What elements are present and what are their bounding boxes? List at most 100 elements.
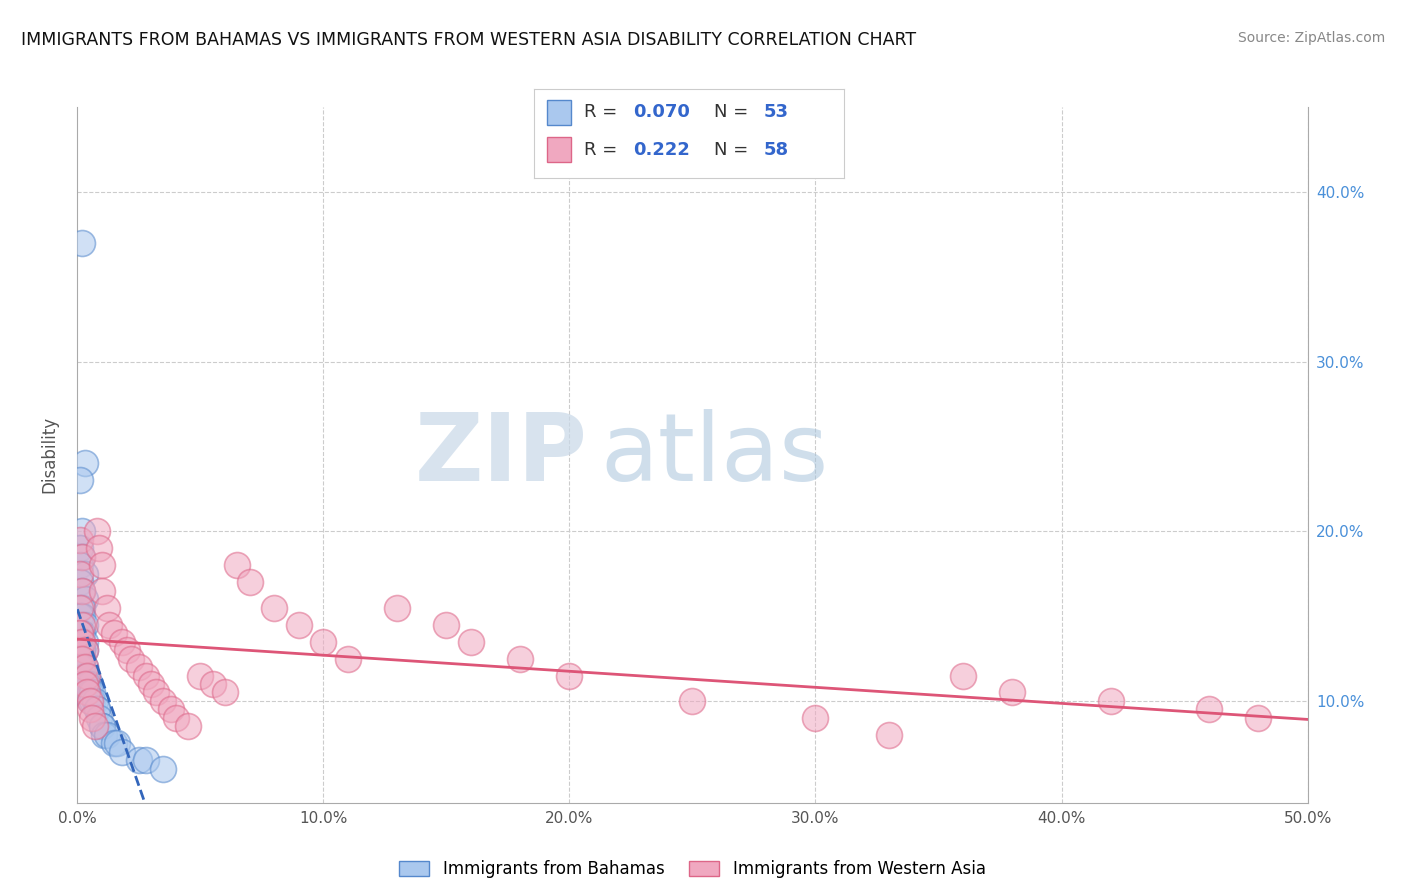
Point (90, 719, 114, 733)
Point (70, 626, 93, 640)
Point (73, 643, 96, 657)
Point (89, 541, 111, 556)
Point (879, 728, 901, 742)
Point (73, 634, 96, 648)
Point (70, 660, 93, 674)
Point (1198, 702, 1220, 716)
Point (70, 600, 93, 615)
Point (79, 694, 101, 708)
Point (73, 660, 96, 674)
Point (73, 643, 96, 657)
Point (135, 668, 157, 682)
Point (69, 651, 91, 665)
Point (214, 685, 236, 699)
Point (69, 643, 91, 657)
Point (86, 702, 108, 716)
Point (128, 753, 150, 767)
Point (436, 617, 458, 632)
Point (70, 651, 93, 665)
Point (83, 694, 105, 708)
Point (312, 634, 335, 648)
Point (86, 702, 108, 716)
FancyBboxPatch shape (547, 137, 571, 162)
Point (111, 745, 132, 759)
Text: Source: ZipAtlas.com: Source: ZipAtlas.com (1237, 31, 1385, 45)
Point (70, 549, 93, 564)
Point (82, 685, 104, 699)
Point (70, 617, 93, 632)
Point (89, 711, 111, 725)
Text: ZIP: ZIP (415, 409, 588, 501)
Point (239, 575, 262, 590)
Point (70, 643, 93, 657)
Point (86, 524, 108, 539)
Point (558, 668, 581, 682)
Point (76, 668, 98, 682)
Point (103, 736, 125, 750)
Point (96, 600, 118, 615)
Point (135, 753, 157, 767)
Point (1247, 711, 1270, 725)
Point (152, 762, 174, 776)
Point (73, 457, 96, 471)
Point (82, 694, 104, 708)
Text: N =: N = (714, 103, 754, 121)
Point (69, 575, 91, 590)
Point (90, 558, 114, 573)
Point (73, 668, 96, 682)
Point (201, 677, 224, 691)
Text: R =: R = (583, 103, 623, 121)
Point (69, 660, 91, 674)
Point (70, 549, 93, 564)
Text: 0.070: 0.070 (633, 103, 690, 121)
Point (69, 626, 91, 640)
Point (177, 719, 200, 733)
Point (1001, 685, 1024, 699)
Legend: Immigrants from Bahamas, Immigrants from Western Asia: Immigrants from Bahamas, Immigrants from… (392, 854, 993, 885)
Point (682, 694, 704, 708)
Text: R =: R = (583, 141, 628, 159)
Point (79, 677, 101, 691)
Point (69, 541, 91, 556)
Text: IMMIGRANTS FROM BAHAMAS VS IMMIGRANTS FROM WESTERN ASIA DISABILITY CORRELATION C: IMMIGRANTS FROM BAHAMAS VS IMMIGRANTS FR… (21, 31, 917, 49)
Text: 58: 58 (763, 141, 789, 159)
Point (111, 634, 132, 648)
Point (69, 474, 91, 488)
Point (69, 609, 91, 624)
Point (90, 719, 114, 733)
Point (509, 651, 531, 665)
Point (70, 609, 93, 624)
Point (93, 728, 115, 742)
Point (188, 668, 212, 682)
Point (70, 660, 93, 674)
Point (79, 685, 101, 699)
Point (83, 719, 105, 733)
Point (76, 677, 98, 691)
Point (73, 566, 96, 581)
Point (96, 728, 118, 742)
Point (79, 702, 101, 716)
Point (90, 583, 114, 598)
Point (385, 600, 409, 615)
Point (69, 533, 91, 547)
Point (460, 634, 482, 648)
Point (160, 702, 183, 716)
Point (69, 566, 91, 581)
Point (263, 600, 285, 615)
Text: 0.222: 0.222 (633, 141, 690, 159)
Point (73, 677, 96, 691)
Point (337, 651, 360, 665)
Text: N =: N = (714, 141, 754, 159)
Text: atlas: atlas (600, 409, 828, 501)
Point (804, 711, 827, 725)
Point (165, 711, 187, 725)
Point (115, 643, 138, 657)
Point (70, 583, 93, 598)
Point (73, 592, 96, 607)
Point (226, 558, 249, 573)
Point (82, 711, 104, 725)
Point (73, 617, 96, 632)
Point (98, 617, 121, 632)
Point (70, 634, 93, 648)
Point (76, 685, 98, 699)
